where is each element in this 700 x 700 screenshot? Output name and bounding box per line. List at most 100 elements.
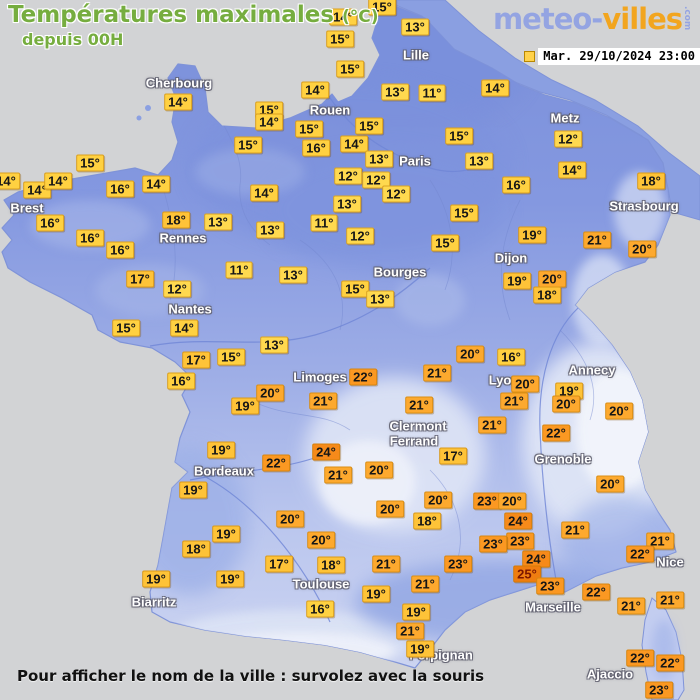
temp-badge[interactable]: 16° (167, 372, 195, 390)
temp-badge[interactable]: 24° (504, 512, 532, 530)
temp-badge[interactable]: 14° (481, 79, 509, 97)
temp-badge[interactable]: 15° (76, 154, 104, 172)
temp-badge[interactable]: 18° (637, 172, 665, 190)
temp-badge[interactable]: 15° (336, 60, 364, 78)
temp-badge[interactable]: 17° (182, 351, 210, 369)
temp-badge[interactable]: 15° (450, 204, 478, 222)
temp-badge[interactable]: 14° (255, 113, 283, 131)
temp-badge[interactable]: 13° (204, 213, 232, 231)
temp-badge[interactable]: 16° (76, 229, 104, 247)
temp-badge[interactable]: 20° (511, 375, 539, 393)
temp-badge[interactable]: 14° (44, 172, 72, 190)
temp-badge[interactable]: 21° (500, 392, 528, 410)
temp-badge[interactable]: 14° (142, 175, 170, 193)
temp-badge[interactable]: 12° (163, 280, 191, 298)
temp-badge[interactable]: 12° (334, 167, 362, 185)
temp-badge[interactable]: 11° (418, 84, 446, 102)
temp-badge[interactable]: 20° (498, 492, 526, 510)
temp-badge[interactable]: 19° (142, 570, 170, 588)
temp-badge[interactable]: 19° (231, 397, 259, 415)
temp-badge[interactable]: 17° (439, 447, 467, 465)
temp-badge[interactable]: 21° (583, 231, 611, 249)
temp-badge[interactable]: 20° (307, 531, 335, 549)
temp-badge[interactable]: 23° (506, 532, 534, 550)
temp-badge[interactable]: 15° (445, 127, 473, 145)
temp-badge[interactable]: 21° (656, 591, 684, 609)
temp-badge[interactable]: 21° (478, 416, 506, 434)
temp-badge[interactable]: 20° (538, 270, 566, 288)
temp-badge[interactable]: 16° (306, 600, 334, 618)
temp-badge[interactable]: 19° (555, 382, 583, 400)
temp-badge[interactable]: 15° (341, 280, 369, 298)
temp-badge[interactable]: 20° (456, 345, 484, 363)
temp-badge[interactable]: 18° (162, 211, 190, 229)
temp-badge[interactable]: 15° (295, 120, 323, 138)
temp-badge[interactable]: 14° (0, 172, 20, 190)
temp-badge[interactable]: 21° (396, 622, 424, 640)
temp-badge[interactable]: 14° (301, 81, 329, 99)
temp-badge[interactable]: 19° (518, 226, 546, 244)
temp-badge[interactable]: 15° (234, 136, 262, 154)
temp-badge[interactable]: 12° (346, 227, 374, 245)
temp-badge[interactable]: 15° (217, 348, 245, 366)
temp-badge[interactable]: 13° (256, 221, 284, 239)
temp-badge[interactable]: 16° (302, 139, 330, 157)
temp-badge[interactable]: 21° (646, 532, 674, 550)
temp-badge[interactable]: 15° (368, 0, 396, 16)
temp-badge[interactable]: 18° (317, 556, 345, 574)
temp-badge[interactable]: 16° (106, 180, 134, 198)
temp-badge[interactable]: 20° (628, 240, 656, 258)
temp-badge[interactable]: 16° (106, 241, 134, 259)
temp-badge[interactable]: 15° (355, 117, 383, 135)
temp-badge[interactable]: 22° (656, 654, 684, 672)
temp-badge[interactable]: 16° (36, 214, 64, 232)
temp-badge[interactable]: 24° (312, 443, 340, 461)
temp-badge[interactable]: 14° (329, 8, 357, 26)
temp-badge[interactable]: 12° (382, 185, 410, 203)
temp-badge[interactable]: 22° (542, 424, 570, 442)
temp-badge[interactable]: 21° (617, 597, 645, 615)
temp-badge[interactable]: 19° (179, 481, 207, 499)
temp-badge[interactable]: 19° (402, 603, 430, 621)
temp-badge[interactable]: 19° (216, 570, 244, 588)
temp-badge[interactable]: 13° (279, 266, 307, 284)
temp-badge[interactable]: 14° (340, 135, 368, 153)
temp-badge[interactable]: 18° (182, 540, 210, 558)
temp-badge[interactable]: 22° (262, 454, 290, 472)
temp-badge[interactable]: 21° (309, 392, 337, 410)
temp-badge[interactable]: 12° (362, 171, 390, 189)
temp-badge[interactable]: 22° (582, 583, 610, 601)
temp-badge[interactable]: 23° (473, 492, 501, 510)
temp-badge[interactable]: 14° (23, 181, 51, 199)
temp-badge[interactable]: 24° (522, 550, 550, 568)
temp-badge[interactable]: 19° (406, 640, 434, 658)
temp-badge[interactable]: 23° (444, 555, 472, 573)
temp-badge[interactable]: 17° (265, 555, 293, 573)
temp-badge[interactable]: 15° (326, 30, 354, 48)
temp-badge[interactable]: 19° (212, 525, 240, 543)
site-logo[interactable]: meteo-villes .com (493, 2, 692, 36)
temp-badge[interactable]: 21° (423, 364, 451, 382)
temp-badge[interactable]: 23° (536, 577, 564, 595)
temp-badge[interactable]: 11° (310, 214, 338, 232)
temp-badge[interactable]: 22° (626, 649, 654, 667)
temp-badge[interactable]: 13° (365, 150, 393, 168)
temp-badge[interactable]: 21° (561, 521, 589, 539)
temp-badge[interactable]: 14° (250, 184, 278, 202)
temp-badge[interactable]: 23° (645, 681, 673, 699)
temp-badge[interactable]: 20° (276, 510, 304, 528)
temp-badge[interactable]: 16° (497, 348, 525, 366)
temp-badge[interactable]: 19° (503, 272, 531, 290)
temp-badge[interactable]: 21° (411, 575, 439, 593)
temp-badge[interactable]: 13° (401, 18, 429, 36)
temp-badge[interactable]: 21° (372, 555, 400, 573)
temp-badge[interactable]: 19° (362, 585, 390, 603)
temp-badge[interactable]: 22° (626, 545, 654, 563)
temp-badge[interactable]: 14° (170, 319, 198, 337)
temp-badge[interactable]: 20° (256, 384, 284, 402)
temp-badge[interactable]: 15° (431, 234, 459, 252)
temp-badge[interactable]: 20° (365, 461, 393, 479)
temp-badge[interactable]: 13° (260, 336, 288, 354)
temp-badge[interactable]: 14° (558, 161, 586, 179)
